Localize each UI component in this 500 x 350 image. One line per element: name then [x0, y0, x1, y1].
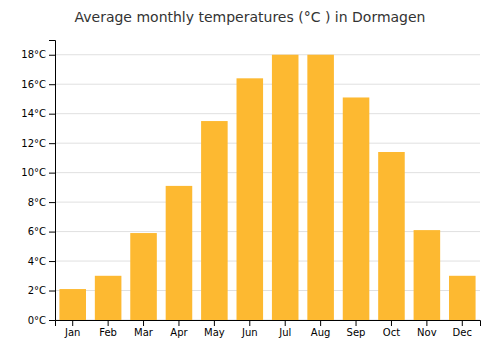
x-tick-mark — [143, 320, 144, 326]
grid-line — [55, 202, 480, 203]
y-tick: 12°C — [21, 138, 55, 149]
x-axis: Jan Feb Mar Apr May Jun Jul Aug Sep Oct Nov Dec — [56, 320, 481, 338]
y-tick-mark — [49, 143, 55, 144]
x-tick-label: Mar — [134, 327, 154, 338]
x-tick-label: Jul — [278, 327, 291, 338]
y-axis-line — [49, 41, 56, 321]
y-axis: 0°C 2°C 4°C 6°C 8°C 10°C 12°C 14°C 16°C 18°C — [21, 41, 55, 326]
x-tick: Jun — [241, 320, 258, 338]
bar — [95, 276, 122, 320]
grid-line — [55, 84, 480, 85]
x-tick: Aug — [311, 320, 331, 338]
x-tick-mark — [320, 320, 321, 326]
x-tick: Sep — [347, 320, 366, 338]
x-tick-mark — [108, 320, 109, 326]
x-tick-mark — [72, 320, 73, 326]
x-tick-label: Nov — [417, 327, 437, 338]
x-tick: May — [204, 320, 225, 338]
chart: Average monthly temperatures (°C ) in Do… — [0, 0, 500, 350]
bar — [378, 152, 405, 320]
x-tick: Nov — [417, 320, 437, 338]
x-tick-label: Apr — [170, 327, 188, 338]
x-tick-label: Sep — [347, 327, 366, 338]
y-tick: 2°C — [28, 285, 55, 296]
bar — [59, 289, 86, 320]
y-tick-mark — [49, 84, 55, 85]
y-tick-mark — [49, 232, 55, 233]
y-tick-mark — [49, 173, 55, 174]
x-tick-mark — [214, 320, 215, 326]
y-tick-label: 18°C — [21, 49, 46, 60]
y-tick-label: 8°C — [28, 197, 46, 208]
x-axis-line — [56, 321, 481, 327]
y-tick-label: 0°C — [28, 315, 46, 326]
y-tick: 14°C — [21, 108, 55, 119]
bar — [166, 186, 193, 320]
y-tick-mark — [49, 320, 55, 321]
y-tick: 16°C — [21, 79, 55, 90]
x-tick-mark — [249, 320, 250, 326]
x-tick-label: Feb — [99, 327, 117, 338]
x-tick-mark — [178, 320, 179, 326]
bar — [237, 78, 264, 320]
bars — [59, 55, 475, 320]
y-tick-mark — [49, 114, 55, 115]
x-tick: Mar — [134, 320, 154, 338]
plot: 0°C 2°C 4°C 6°C 8°C 10°C 12°C 14°C 16°C 18°C Jan Fe… — [21, 41, 480, 339]
y-tick-mark — [49, 55, 55, 56]
grid-line — [55, 143, 480, 144]
bar — [130, 233, 157, 320]
grid-line — [55, 172, 480, 173]
x-tick-mark — [426, 320, 427, 326]
y-tick: 8°C — [28, 197, 55, 208]
x-tick-mark — [285, 320, 286, 326]
y-tick-label: 6°C — [28, 226, 46, 237]
bar — [414, 230, 441, 320]
x-tick-label: Aug — [311, 327, 331, 338]
y-tick-label: 10°C — [21, 167, 46, 178]
x-tick-label: Jun — [241, 327, 258, 338]
x-tick-mark — [391, 320, 392, 326]
y-tick-label: 16°C — [21, 79, 46, 90]
x-tick: Oct — [383, 320, 400, 338]
y-tick-mark — [49, 202, 55, 203]
grid-line — [55, 113, 480, 114]
x-tick-label: Dec — [453, 327, 472, 338]
x-tick-label: Jan — [64, 327, 80, 338]
y-tick: 4°C — [28, 256, 55, 267]
bar — [307, 55, 334, 320]
x-tick: Jul — [278, 320, 291, 338]
bar — [272, 55, 299, 320]
y-tick-label: 14°C — [21, 108, 46, 119]
y-tick: 18°C — [21, 49, 55, 60]
x-tick: Feb — [99, 320, 117, 338]
grid-line — [55, 54, 480, 55]
bar — [201, 121, 228, 320]
y-tick-label: 4°C — [28, 256, 46, 267]
x-tick: Dec — [453, 320, 472, 338]
grid — [55, 55, 480, 320]
y-tick-label: 2°C — [28, 285, 46, 296]
x-tick-mark — [462, 320, 463, 326]
y-tick-label: 12°C — [21, 138, 46, 149]
title: Average monthly temperatures (°C ) in Do… — [74, 9, 425, 25]
y-tick: 10°C — [21, 167, 55, 178]
y-tick-mark — [49, 291, 55, 292]
x-tick: Jan — [64, 320, 80, 338]
x-tick: Apr — [170, 320, 188, 338]
x-tick-label: Oct — [383, 327, 400, 338]
bar — [449, 276, 476, 320]
y-tick: 0°C — [28, 315, 55, 326]
x-tick-label: May — [204, 327, 225, 338]
bar — [343, 97, 370, 320]
x-tick-mark — [356, 320, 357, 326]
y-tick-mark — [49, 261, 55, 262]
y-tick: 6°C — [28, 226, 55, 237]
